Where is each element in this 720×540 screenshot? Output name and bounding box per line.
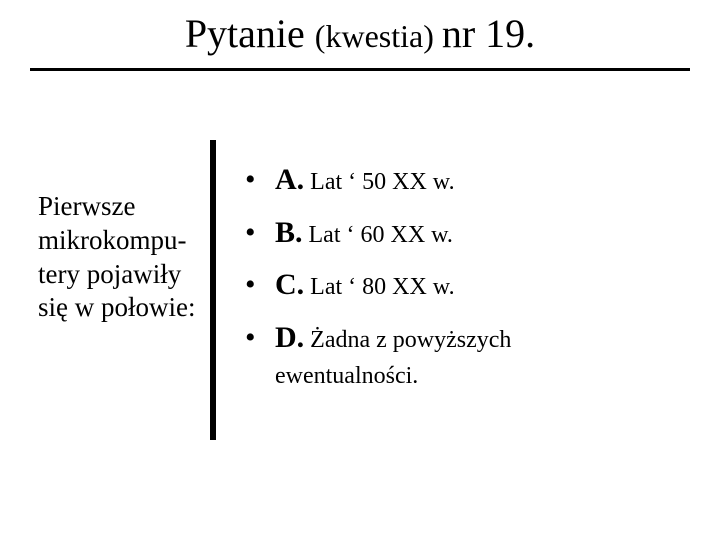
horizontal-rule [30, 68, 690, 71]
answer-letter: B. [275, 216, 303, 249]
bullet-icon: • [245, 213, 256, 254]
answer-text: Lat ‘ 80 XX w. [304, 274, 454, 300]
answer-text: Żadna z powyższych [304, 327, 511, 353]
answer-item: • C. Lat ‘ 80 XX w. [245, 265, 685, 306]
answer-text: Lat ‘ 50 XX w. [304, 169, 454, 195]
answer-item: • A. Lat ‘ 50 XX w. [245, 160, 685, 201]
question-text: Pierwsze mikrokompu-tery pojawiły się w … [38, 190, 198, 325]
title-main: Pytanie [185, 11, 315, 56]
slide: Pytanie (kwestia) nr 19. Pierwsze mikrok… [0, 0, 720, 540]
answer-item: • B. Lat ‘ 60 XX w. [245, 213, 685, 254]
title-num: nr 19. [442, 11, 535, 56]
answer-item: • D. Żadna z powyższych ewentualności. [245, 318, 685, 393]
vertical-rule [210, 140, 216, 440]
answer-letter: C. [275, 268, 304, 301]
answer-letter: D. [275, 321, 304, 354]
slide-title: Pytanie (kwestia) nr 19. [0, 10, 720, 57]
bullet-icon: • [245, 265, 256, 306]
answer-text: Lat ‘ 60 XX w. [303, 222, 453, 248]
answer-letter: A. [275, 163, 304, 196]
answers-block: • A. Lat ‘ 50 XX w. • B. Lat ‘ 60 XX w. … [245, 160, 685, 404]
answers-list: • A. Lat ‘ 50 XX w. • B. Lat ‘ 60 XX w. … [245, 160, 685, 392]
answer-cont: ewentualności. [275, 360, 685, 392]
bullet-icon: • [245, 318, 256, 359]
bullet-icon: • [245, 160, 256, 201]
title-sub: (kwestia) [315, 18, 442, 54]
